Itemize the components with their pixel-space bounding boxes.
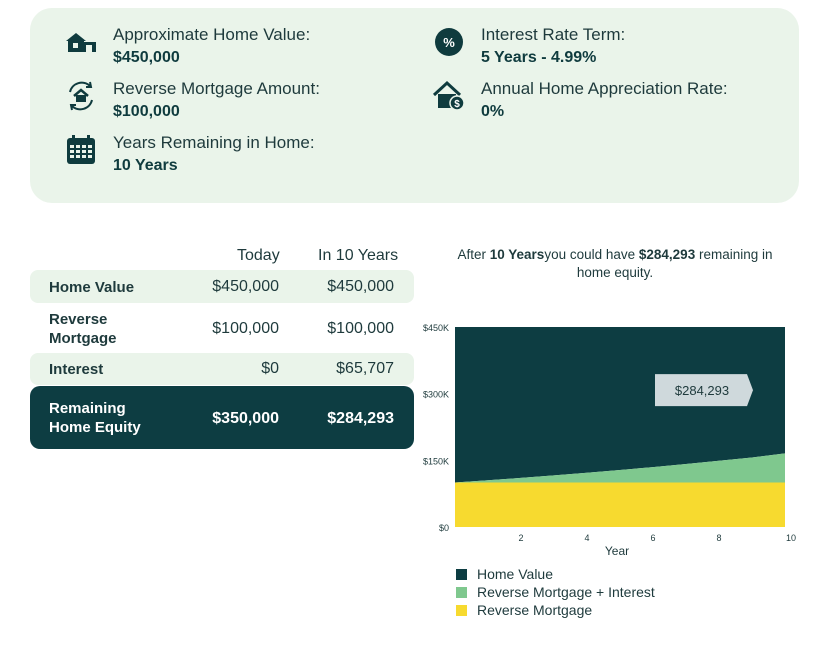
percent-icon: % bbox=[431, 26, 467, 58]
years-remaining-summary: Years Remaining in Home: 10 Years bbox=[63, 132, 315, 178]
house-icon bbox=[63, 26, 99, 58]
caption-years: 10 Years bbox=[489, 247, 545, 262]
cell-future: $450,000 bbox=[327, 278, 394, 295]
caption-suffix: remaining in home equity. bbox=[576, 247, 773, 280]
legend-swatch bbox=[456, 586, 467, 598]
reverse-mortgage-summary: Reverse Mortgage Amount: $100,000 bbox=[63, 78, 320, 124]
legend-label: Reverse Mortgage + Interest bbox=[477, 584, 655, 600]
legend-item-reverse-mortgage: Reverse Mortgage bbox=[456, 601, 655, 619]
y-tick-label: $0 bbox=[439, 523, 449, 533]
appreciation-summary: $ Annual Home Appreciation Rate: 0% bbox=[431, 78, 728, 124]
table-row-remaining-equity: Remaining Home Equity $350,000 $284,293 bbox=[30, 386, 414, 449]
equity-callout-label: $284,293 bbox=[675, 383, 729, 398]
reverse-mortgage-label: Reverse Mortgage Amount: bbox=[113, 79, 320, 98]
legend-item-home-value: Home Value bbox=[456, 565, 655, 583]
reverse-mortgage-amount: $100,000 bbox=[113, 103, 180, 120]
cell-today: $350,000 bbox=[212, 410, 279, 427]
reverse-house-icon bbox=[63, 80, 99, 112]
home-value-summary: Approximate Home Value: $450,000 bbox=[63, 24, 310, 70]
chart-caption: After 10 Yearsyou could have $284,293 re… bbox=[440, 246, 790, 282]
x-tick-label: 6 bbox=[650, 533, 655, 543]
years-remaining-label: Years Remaining in Home: bbox=[113, 133, 315, 152]
interest-rate-label: Interest Rate Term: bbox=[481, 25, 626, 44]
equity-area-chart: $0 $150K $300K $450K 2 4 6 8 10 Year $284,293 bbox=[423, 323, 797, 558]
y-tick-label: $300K bbox=[423, 390, 449, 400]
x-tick-label: 2 bbox=[518, 533, 523, 543]
legend-swatch bbox=[456, 604, 467, 616]
x-tick-label: 10 bbox=[786, 533, 796, 543]
equity-brace bbox=[786, 326, 797, 455]
x-tick-label: 4 bbox=[584, 533, 589, 543]
row-label: Interest bbox=[49, 361, 104, 378]
home-value-amount: $450,000 bbox=[113, 49, 180, 66]
house-dollar-icon: $ bbox=[431, 80, 467, 112]
svg-text:$: $ bbox=[454, 99, 460, 110]
legend-item-rm-interest: Reverse Mortgage + Interest bbox=[456, 583, 655, 601]
x-axis-label: Year bbox=[605, 544, 629, 558]
caption-amount: $284,293 bbox=[638, 247, 696, 262]
column-header-future: In 10 Years bbox=[318, 247, 399, 264]
cell-today: $0 bbox=[261, 360, 279, 377]
interest-rate-summary: % Interest Rate Term: 5 Years - 4.99% bbox=[431, 24, 625, 70]
row-label: Reverse Mortgage bbox=[49, 311, 117, 347]
legend-swatch bbox=[456, 568, 467, 580]
x-tick-label: 8 bbox=[716, 533, 721, 543]
rm-interest-area bbox=[455, 453, 785, 483]
table-row-reverse-mortgage: Reverse Mortgage $100,000 $100,000 bbox=[30, 308, 414, 352]
appreciation-label: Annual Home Appreciation Rate: bbox=[481, 79, 728, 98]
legend-label: Home Value bbox=[477, 566, 554, 582]
column-header-today: Today bbox=[237, 247, 280, 264]
row-label: Remaining Home Equity bbox=[49, 400, 141, 436]
cell-today: $100,000 bbox=[212, 320, 279, 337]
legend-label: Reverse Mortgage bbox=[477, 602, 593, 618]
equity-callout bbox=[655, 374, 753, 407]
caption-middle: you could have bbox=[544, 247, 639, 262]
table-row-home-value: Home Value $450,000 $450,000 bbox=[30, 270, 414, 303]
y-tick-label: $150K bbox=[423, 456, 449, 466]
y-tick-label: $450K bbox=[423, 323, 449, 333]
calendar-icon bbox=[63, 134, 99, 166]
reverse-mortgage-area bbox=[455, 482, 785, 527]
svg-text:%: % bbox=[443, 35, 455, 50]
row-label: Home Value bbox=[49, 279, 135, 296]
cell-future: $100,000 bbox=[327, 320, 394, 337]
caption-prefix: After bbox=[457, 247, 490, 262]
home-value-label: Approximate Home Value: bbox=[113, 25, 311, 44]
loan-summary-panel: Approximate Home Value: $450,000 Reverse… bbox=[30, 8, 799, 203]
home-value-area bbox=[455, 327, 785, 483]
years-remaining-value: 10 Years bbox=[113, 157, 178, 174]
table-row-interest: Interest $0 $65,707 bbox=[30, 353, 414, 385]
cell-today: $450,000 bbox=[212, 278, 279, 295]
cell-future: $284,293 bbox=[327, 410, 394, 427]
interest-rate-value: 5 Years - 4.99% bbox=[481, 49, 597, 66]
appreciation-value: 0% bbox=[481, 103, 505, 120]
chart-legend: Home Value Reverse Mortgage + Interest R… bbox=[456, 565, 655, 619]
cell-future: $65,707 bbox=[336, 360, 394, 377]
